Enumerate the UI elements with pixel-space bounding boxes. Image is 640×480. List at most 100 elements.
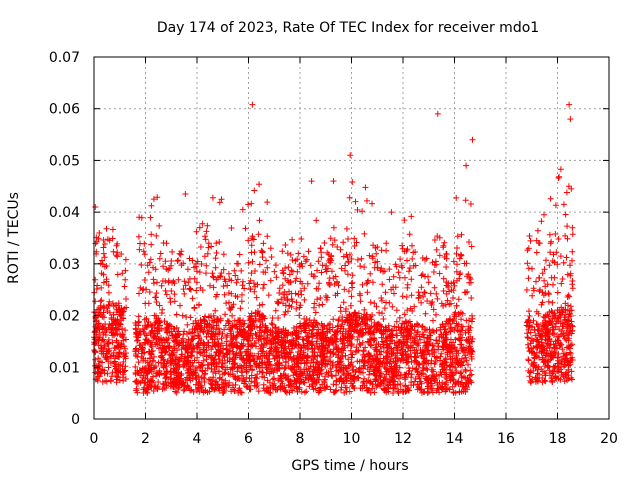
data-point	[431, 329, 437, 335]
data-point	[305, 344, 312, 351]
data-point	[348, 256, 355, 262]
data-point	[113, 252, 120, 259]
data-point	[162, 258, 169, 265]
data-point	[100, 237, 107, 243]
data-point	[390, 284, 397, 291]
data-point	[340, 299, 347, 306]
data-point	[340, 253, 347, 260]
data-point	[303, 388, 310, 395]
data-point	[249, 325, 256, 332]
data-point	[434, 233, 441, 240]
x-tick-label: 4	[193, 431, 202, 447]
data-point	[314, 267, 321, 274]
data-point	[447, 367, 454, 373]
data-point	[108, 329, 115, 336]
data-point	[184, 321, 191, 328]
data-point	[361, 306, 368, 313]
data-point	[223, 338, 230, 345]
data-point	[117, 321, 124, 328]
data-point	[175, 257, 182, 264]
data-point	[450, 287, 457, 294]
data-point	[223, 342, 230, 349]
data-point	[273, 262, 279, 269]
data-point	[315, 326, 322, 333]
data-point	[366, 252, 373, 259]
data-point	[136, 246, 143, 253]
data-point	[405, 319, 412, 326]
data-point	[279, 248, 286, 255]
data-point	[401, 217, 408, 224]
data-point	[364, 387, 371, 394]
y-tick-label: 0.03	[49, 257, 80, 273]
data-point	[111, 358, 118, 365]
data-point	[190, 388, 197, 395]
data-point	[135, 348, 142, 355]
data-point	[382, 289, 389, 296]
data-point	[170, 343, 177, 350]
data-point	[441, 239, 448, 246]
data-point	[162, 348, 169, 355]
data-point	[145, 269, 152, 276]
data-point	[229, 365, 236, 372]
data-point	[347, 302, 354, 309]
data-point	[111, 344, 118, 351]
data-point	[330, 224, 337, 231]
data-point	[318, 249, 325, 256]
data-point	[150, 264, 156, 271]
data-point	[139, 345, 146, 352]
data-point	[338, 265, 345, 272]
data-point	[361, 230, 368, 237]
data-point	[198, 261, 205, 267]
data-point	[212, 293, 219, 300]
data-point	[210, 284, 217, 291]
data-point	[379, 310, 385, 317]
data-point	[100, 314, 107, 321]
data-point	[171, 280, 178, 287]
data-point	[300, 253, 307, 260]
data-point	[265, 292, 272, 299]
data-point	[449, 383, 456, 390]
data-point	[211, 342, 218, 349]
data-point	[422, 310, 429, 317]
data-point	[135, 313, 142, 320]
data-point	[382, 365, 389, 372]
data-point	[101, 241, 108, 247]
data-point	[97, 298, 104, 305]
data-point	[99, 326, 106, 333]
data-point	[364, 338, 371, 345]
data-point	[103, 378, 110, 385]
data-point	[313, 285, 320, 292]
data-point	[260, 285, 267, 292]
data-point	[292, 290, 299, 297]
data-point	[95, 306, 102, 313]
data-point	[212, 386, 218, 392]
data-point	[314, 360, 321, 366]
data-point	[433, 246, 440, 253]
data-point	[448, 324, 455, 331]
data-point	[377, 343, 384, 350]
data-point	[345, 288, 352, 295]
data-point	[349, 333, 356, 340]
data-point	[163, 368, 170, 375]
data-point	[316, 280, 323, 287]
data-point	[391, 385, 398, 392]
data-point	[107, 353, 114, 360]
data-point	[346, 322, 353, 329]
data-point	[95, 355, 102, 362]
data-point	[105, 324, 112, 331]
x-tick-label: 2	[141, 431, 150, 447]
data-point	[156, 222, 163, 229]
data-point	[110, 311, 117, 318]
data-point	[286, 271, 293, 278]
data-point	[162, 375, 169, 382]
data-point	[117, 312, 124, 319]
data-point	[414, 328, 421, 335]
data-point	[405, 370, 412, 377]
data-point	[197, 244, 204, 250]
data-point	[298, 236, 305, 242]
data-point	[215, 353, 222, 359]
data-point	[454, 233, 461, 240]
data-point	[205, 240, 212, 247]
data-point	[186, 275, 193, 282]
data-point	[345, 259, 352, 266]
